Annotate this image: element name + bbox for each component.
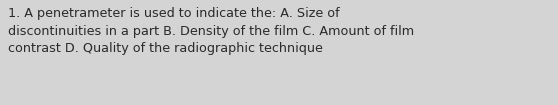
Text: 1. A penetrameter is used to indicate the: A. Size of
discontinuities in a part : 1. A penetrameter is used to indicate th… [8, 7, 414, 55]
